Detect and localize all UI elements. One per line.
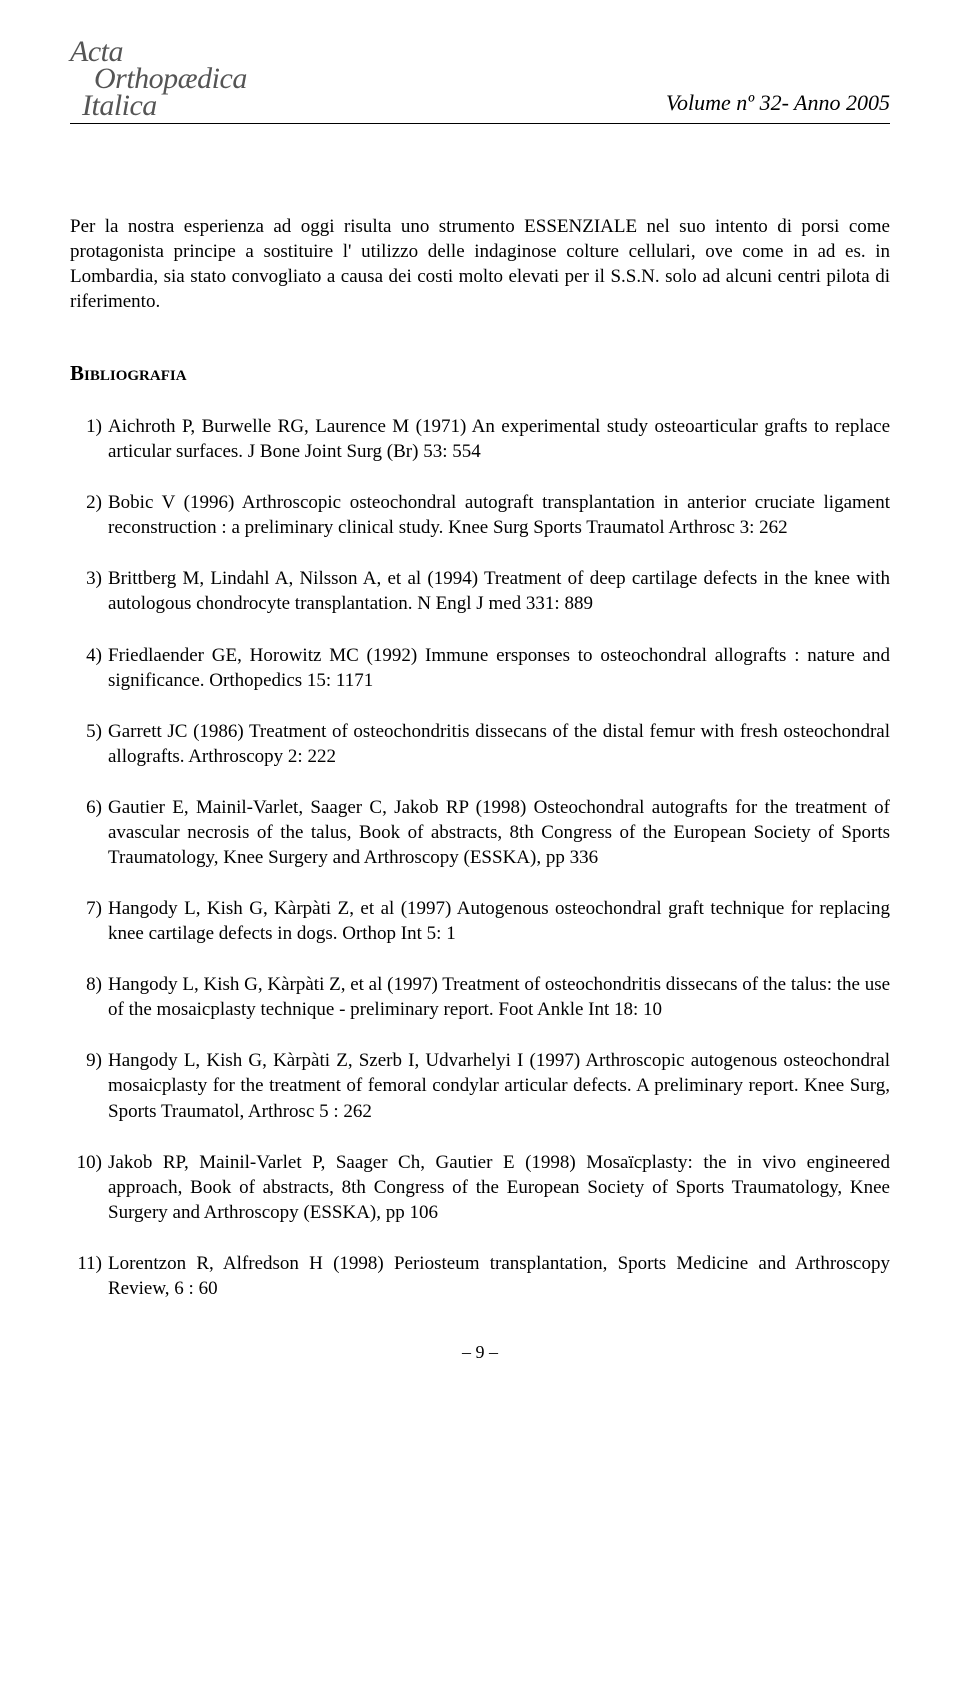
reference-text: Aichroth P, Burwelle RG, Laurence M (197… [108,416,890,462]
journal-logo: Acta Orthopædica Italica [70,38,247,119]
logo-line-1: Acta [70,38,247,65]
reference-item: 2)Bobic V (1996) Arthroscopic osteochond… [70,490,890,540]
reference-number: 11) [70,1251,102,1276]
reference-text: Hangody L, Kish G, Kàrpàti Z, et al (199… [108,898,890,944]
reference-number: 1) [70,414,102,439]
reference-number: 7) [70,896,102,921]
reference-number: 6) [70,795,102,820]
reference-number: 2) [70,490,102,515]
reference-text: Lorentzon R, Alfredson H (1998) Perioste… [108,1253,890,1299]
reference-text: Hangody L, Kish G, Kàrpàti Z, et al (199… [108,974,890,1020]
body-paragraph: Per la nostra esperienza ad oggi risulta… [70,214,890,314]
logo-line-3: Italica [70,92,247,119]
logo-line-2: Orthopædica [70,65,247,92]
reference-number: 8) [70,972,102,997]
reference-number: 3) [70,566,102,591]
reference-text: Gautier E, Mainil-Varlet, Saager C, Jako… [108,797,890,868]
reference-item: 1)Aichroth P, Burwelle RG, Laurence M (1… [70,414,890,464]
reference-text: Friedlaender GE, Horowitz MC (1992) Immu… [108,645,890,691]
reference-text: Garrett JC (1986) Treatment of osteochon… [108,721,890,767]
reference-item: 3)Brittberg M, Lindahl A, Nilsson A, et … [70,566,890,616]
bibliography-list: 1)Aichroth P, Burwelle RG, Laurence M (1… [70,414,890,1301]
reference-text: Hangody L, Kish G, Kàrpàti Z, Szerb I, U… [108,1050,890,1121]
reference-text: Bobic V (1996) Arthroscopic osteochondra… [108,492,890,538]
reference-number: 10) [70,1150,102,1175]
reference-item: 9)Hangody L, Kish G, Kàrpàti Z, Szerb I,… [70,1048,890,1123]
bibliography-heading: Bibliografia [70,360,890,388]
reference-number: 9) [70,1048,102,1073]
reference-item: 6)Gautier E, Mainil-Varlet, Saager C, Ja… [70,795,890,870]
reference-text: Jakob RP, Mainil-Varlet P, Saager Ch, Ga… [108,1152,890,1223]
reference-item: 10)Jakob RP, Mainil-Varlet P, Saager Ch,… [70,1150,890,1225]
reference-number: 5) [70,719,102,744]
reference-item: 11)Lorentzon R, Alfredson H (1998) Perio… [70,1251,890,1301]
reference-text: Brittberg M, Lindahl A, Nilsson A, et al… [108,568,890,614]
volume-info: Volume nº 32- Anno 2005 [666,88,890,119]
reference-item: 4)Friedlaender GE, Horowitz MC (1992) Im… [70,643,890,693]
reference-number: 4) [70,643,102,668]
reference-item: 5)Garrett JC (1986) Treatment of osteoch… [70,719,890,769]
page-number: – 9 – [70,1341,890,1365]
page-header: Acta Orthopædica Italica Volume nº 32- A… [70,38,890,124]
reference-item: 8)Hangody L, Kish G, Kàrpàti Z, et al (1… [70,972,890,1022]
reference-item: 7)Hangody L, Kish G, Kàrpàti Z, et al (1… [70,896,890,946]
